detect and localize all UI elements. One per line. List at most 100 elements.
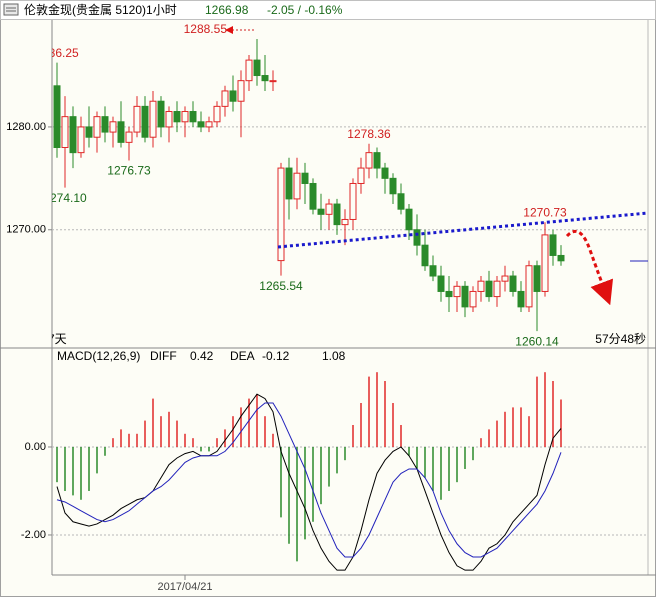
candle-body — [269, 80, 277, 83]
candle-body — [261, 75, 269, 82]
candle-body — [181, 111, 189, 123]
y-tick-label: 0.00 — [25, 441, 46, 453]
candle-body — [477, 280, 485, 292]
price-annotation: 1270.73 — [523, 205, 567, 219]
candle-body — [349, 182, 357, 220]
candle-body — [389, 177, 397, 195]
candle-body — [485, 280, 493, 298]
candle-body — [429, 265, 437, 277]
candle-body — [317, 208, 325, 215]
macd-line — [56, 402, 562, 558]
price-annotation: 1276.73 — [107, 164, 151, 178]
diff-value: 0.42 — [190, 349, 214, 363]
candle-body — [461, 285, 469, 308]
period-label: 7天 — [48, 332, 67, 346]
candle-body — [229, 90, 237, 102]
candle-body — [53, 85, 61, 148]
candle-body — [245, 59, 253, 82]
candle-body — [397, 193, 405, 210]
candle-body — [445, 290, 453, 298]
menu-icon-lines — [6, 7, 16, 12]
candle-body — [61, 116, 69, 148]
candle-body — [165, 111, 173, 128]
candle-body — [437, 275, 445, 292]
candle-body — [237, 80, 245, 102]
y-tick-label: 1270.00 — [6, 224, 46, 236]
candle-body — [309, 182, 317, 210]
candle-body — [421, 244, 429, 267]
candle-body — [469, 290, 477, 308]
price-annotation: 1260.14 — [515, 334, 559, 348]
axes: 1270.00 1280.00 57分48秒 2017/04/21 0.00 -2.00 M… — [6, 121, 646, 593]
candle-body — [293, 172, 301, 200]
legend-diff: DIFF — [150, 349, 177, 363]
candle-body — [405, 208, 413, 231]
candle-body — [549, 234, 557, 256]
price-change: -2.05 / -0.16% — [267, 3, 343, 17]
price-annotation: 1274.10 — [43, 191, 87, 205]
candle-body — [117, 121, 125, 143]
macd-value: 1.08 — [322, 349, 346, 363]
macd-panel — [52, 372, 648, 571]
candle-body — [357, 167, 365, 184]
candle-body — [493, 280, 501, 298]
candle-body — [533, 265, 541, 292]
candle-body — [157, 100, 165, 128]
candle-body — [213, 105, 221, 123]
price-panel: 1286.25 1274.10 1288.55 1276.73 1278.36 1265.… — [35, 22, 648, 348]
candle-body — [373, 152, 381, 169]
last-price: 1266.98 — [205, 3, 249, 17]
candle-body — [413, 229, 421, 246]
candle-body — [453, 285, 461, 298]
candle-body — [517, 290, 525, 308]
menu-icon[interactable] — [3, 3, 19, 16]
candle-body — [173, 111, 181, 123]
candle-body — [109, 121, 117, 133]
dea-value: -0.12 — [262, 349, 290, 363]
candle-body — [301, 172, 309, 184]
candle-body — [149, 100, 157, 138]
candle-body — [77, 126, 85, 154]
legend-dea: DEA — [230, 349, 255, 363]
candle-body — [101, 116, 109, 133]
macd-line — [56, 393, 562, 571]
candle-body — [205, 121, 213, 128]
candle-body — [509, 275, 517, 292]
candle-body — [525, 265, 533, 308]
candle-body — [277, 167, 285, 262]
candle-body — [253, 59, 261, 77]
candle-body — [541, 234, 549, 292]
candle-body — [69, 116, 77, 154]
candle-body — [197, 121, 205, 128]
candle-body — [133, 105, 141, 133]
candle-body — [341, 218, 349, 226]
candle-body — [557, 254, 565, 262]
candle-body — [189, 111, 197, 123]
candle-body — [221, 90, 229, 107]
price-annotation: 1288.55 — [184, 22, 228, 36]
forecast-arrow — [565, 229, 614, 306]
candle-body — [325, 203, 333, 215]
countdown: 57分48秒 — [595, 332, 646, 346]
candle-body — [141, 105, 149, 138]
candle-body — [285, 167, 293, 200]
price-annotation: 1265.54 — [259, 279, 303, 293]
candle-body — [85, 126, 93, 138]
y-tick-label: -2.00 — [21, 529, 46, 541]
price-annotation: 1286.25 — [35, 46, 79, 60]
candle-body — [93, 116, 101, 138]
candle-body — [125, 131, 133, 143]
price-annotation: 1278.36 — [347, 127, 391, 141]
x-tick-label: 2017/04/21 — [157, 581, 212, 593]
candle-body — [381, 167, 389, 179]
trend-line — [277, 211, 649, 249]
candle-body — [333, 203, 341, 226]
candle-body — [365, 152, 373, 169]
header-title: 伦敦金现(贵金属 5120)1小时 — [24, 2, 177, 17]
y-tick-label: 1280.00 — [6, 121, 46, 133]
macd-title: MACD(12,26,9) — [57, 349, 140, 363]
candle-body — [501, 275, 509, 282]
